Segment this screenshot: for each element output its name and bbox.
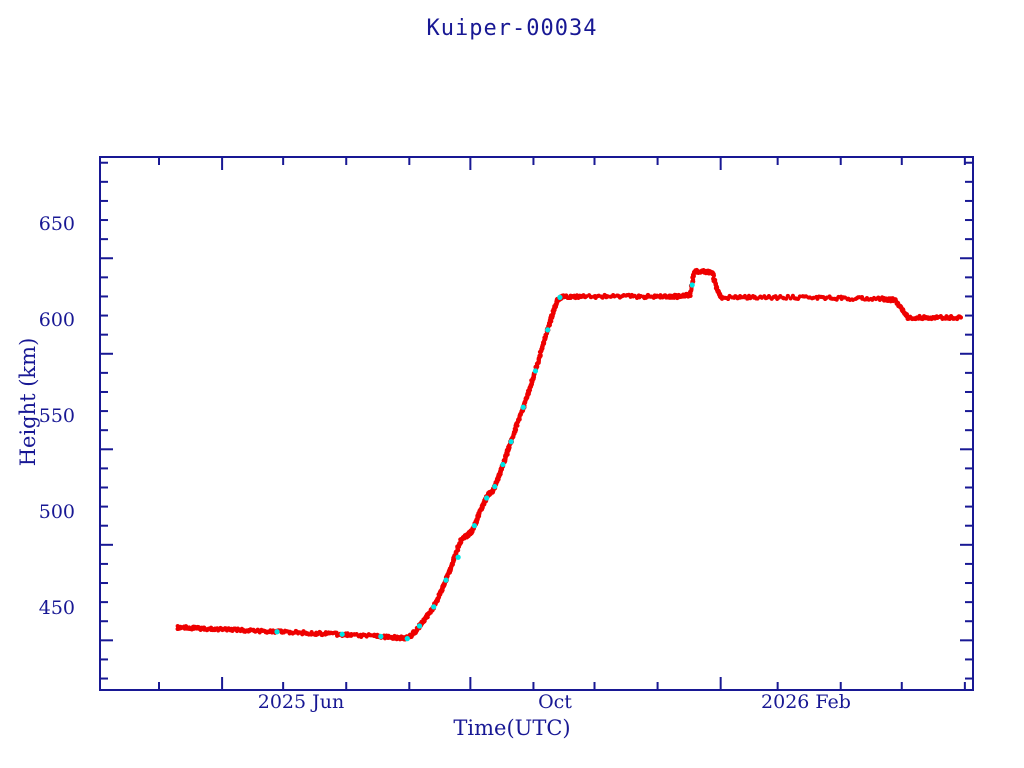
data-point — [689, 282, 695, 288]
data-point — [557, 295, 563, 300]
series-height-primary — [175, 267, 964, 642]
data-point — [472, 523, 477, 529]
data-point — [443, 577, 449, 583]
data-point — [513, 426, 518, 432]
x-tick-label-2025-jun: 2025 Jun — [257, 691, 345, 713]
axis-ticks — [100, 157, 973, 690]
data-point — [431, 604, 437, 610]
data-point — [404, 636, 410, 642]
data-point — [274, 629, 280, 635]
data-point — [484, 495, 490, 501]
series-height-secondary-overlay — [274, 282, 695, 642]
data-point — [785, 293, 790, 299]
data-point — [958, 315, 964, 320]
plot-frame — [99, 156, 974, 691]
data-point — [533, 368, 538, 374]
chart-title: Kuiper-00034 — [426, 16, 598, 41]
data-point — [689, 288, 694, 293]
data-point — [492, 484, 498, 489]
data-point — [378, 634, 384, 639]
y-tick-label-600: 600 — [38, 309, 75, 331]
y-tick-label-650: 650 — [38, 213, 75, 235]
y-tick-label-500: 500 — [38, 501, 75, 523]
data-point — [545, 327, 551, 333]
y-tick-label-550: 550 — [38, 405, 75, 427]
data-point — [455, 554, 461, 560]
x-tick-label-2026-feb: 2026 Feb — [761, 691, 851, 713]
y-tick-label-450: 450 — [38, 597, 75, 619]
data-point — [508, 439, 514, 445]
data-series — [175, 267, 964, 642]
data-point — [520, 404, 526, 410]
x-tick-label-oct: Oct — [538, 691, 572, 713]
data-point — [417, 623, 422, 629]
x-axis-title: Time(UTC) — [453, 716, 571, 740]
plot-frame-rect — [99, 156, 974, 691]
data-point — [339, 631, 345, 637]
data-point — [500, 462, 506, 467]
series-height-secondary — [274, 282, 695, 642]
